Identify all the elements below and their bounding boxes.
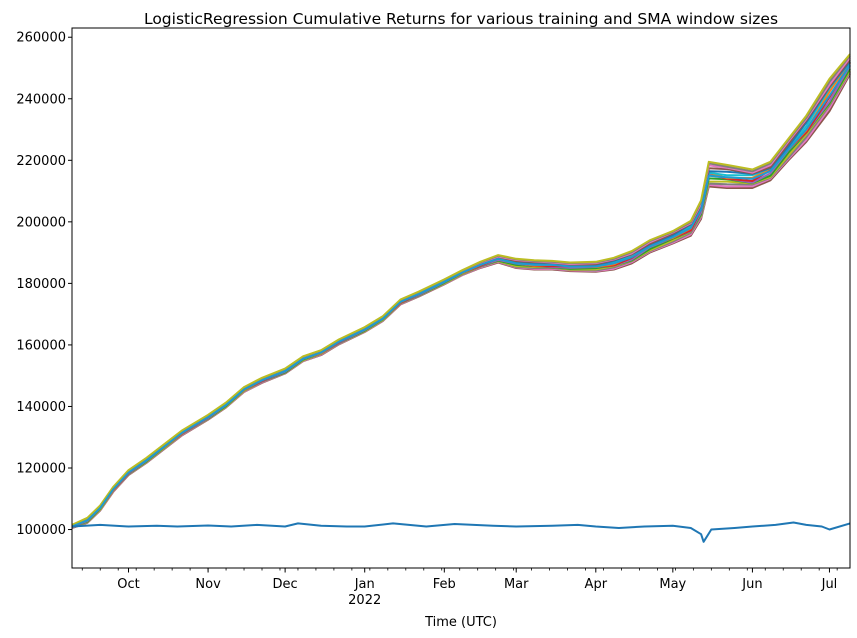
series-layer [71, 521, 851, 543]
x-tick-label: Nov [195, 577, 221, 592]
y-tick-label: 180000 [16, 277, 66, 292]
x-tick-label: Apr [585, 577, 608, 592]
y-tick-label: 140000 [16, 400, 66, 415]
y-axis: 100000 120000 140000 160000 180000 200000 2200… [16, 31, 72, 538]
y-tick-label: 120000 [16, 462, 66, 477]
strategy-curve [71, 62, 851, 528]
strategy-curve [71, 59, 851, 527]
strategy-curve [71, 61, 851, 528]
plot-frame [71, 27, 851, 569]
strategy-curves [71, 53, 851, 529]
y-tick-label: 160000 [16, 338, 66, 353]
x-axis-label: Time (UTC) [424, 615, 497, 630]
strategy-curve [71, 53, 851, 526]
strategy-curve [71, 73, 851, 529]
x-tick-label: Jul [821, 577, 838, 592]
y-tick-label: 200000 [16, 215, 66, 230]
strategy-curve [71, 68, 851, 529]
x-tick-label: Mar [504, 577, 529, 592]
x-tick-label: May [659, 577, 686, 592]
x-tick-label: Dec [273, 577, 298, 592]
x-tick-label: Oct [117, 577, 139, 592]
strategy-curve [71, 65, 851, 529]
x-tick-sublabel: 2022 [348, 593, 381, 608]
y-tick-label: 260000 [16, 31, 66, 46]
strategy-curve [71, 54, 851, 527]
strategy-curve [71, 72, 851, 529]
strategy-curve [71, 60, 851, 527]
series-line [71, 521, 851, 543]
strategy-curve [71, 70, 851, 529]
x-tick-label: Feb [433, 577, 456, 592]
chart-title: LogisticRegression Cumulative Returns fo… [144, 10, 778, 28]
y-tick-label: 240000 [16, 92, 66, 107]
strategy-curve-center [71, 64, 851, 528]
y-tick-label: 100000 [16, 523, 66, 538]
strategy-curve [71, 71, 851, 529]
x-tick-label: Jun [741, 577, 762, 592]
y-tick-label: 220000 [16, 154, 66, 169]
x-tick-label: Jan [354, 577, 375, 592]
plot-area [71, 53, 851, 543]
strategy-curve [71, 56, 851, 527]
strategy-curve [71, 61, 851, 527]
